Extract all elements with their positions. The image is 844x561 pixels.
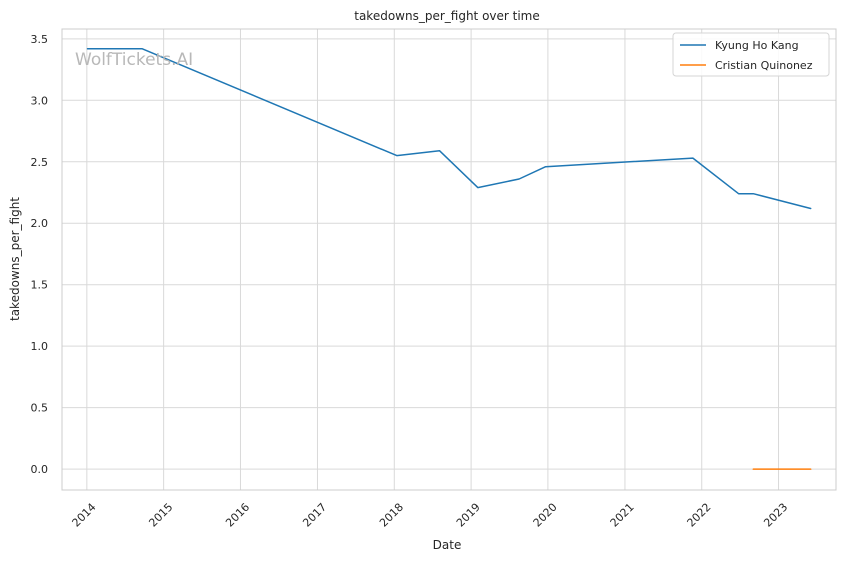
plot-frame — [61, 28, 837, 491]
y-tick-label: 0.0 — [31, 463, 49, 476]
legend: Kyung Ho Kang Cristian Quinonez — [672, 32, 830, 77]
y-tick-label: 2.0 — [31, 217, 49, 230]
y-axis-label: takedowns_per_fight — [8, 197, 22, 321]
y-tick-label: 1.0 — [31, 340, 49, 353]
y-tick-label: 3.0 — [31, 94, 49, 107]
grid — [62, 29, 836, 490]
legend-box — [672, 32, 830, 77]
legend-label-cristian-quinonez: Cristian Quinonez — [715, 59, 813, 72]
y-tick-label: 2.5 — [31, 156, 49, 169]
x-axis-label: Date — [433, 538, 462, 552]
y-tick-label: 3.5 — [31, 33, 49, 46]
legend-label-kyung-ho-kang: Kyung Ho Kang — [715, 39, 799, 52]
y-tick-label: 0.5 — [31, 402, 49, 415]
watermark: WolfTickets.AI — [75, 50, 193, 70]
chart-title: takedowns_per_fight over time — [354, 9, 540, 23]
series-layer — [86, 47, 812, 470]
y-tick-label: 1.5 — [31, 279, 49, 292]
